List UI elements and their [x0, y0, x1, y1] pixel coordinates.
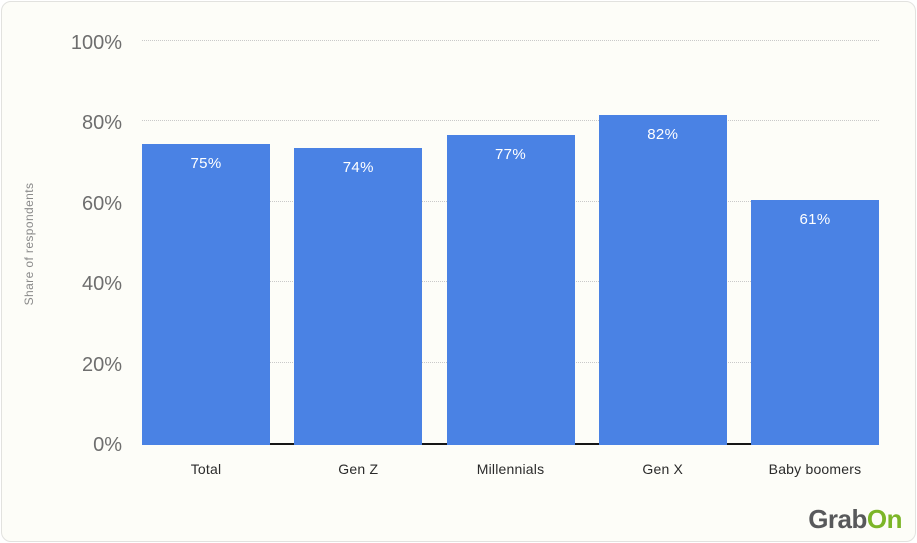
bar-baby-boomers: 61%	[751, 199, 879, 445]
x-axis-label-baby-boomers: Baby boomers	[768, 461, 862, 477]
logo-text-on: On	[866, 504, 903, 534]
x-axis: Total Gen Z Millennials Gen X Baby boomers	[142, 461, 879, 477]
y-tick-label: 20%	[81, 353, 122, 376]
gridline	[142, 40, 879, 41]
y-tick-label: 100%	[70, 32, 122, 54]
y-tick-label: 0%	[93, 434, 122, 456]
grabon-logo[interactable]: GrabOn	[808, 506, 902, 532]
bar-millennials: 77%	[446, 135, 575, 445]
bar-gen-z: 74%	[294, 147, 423, 445]
y-tick-label: 60%	[81, 192, 122, 215]
bar-gen-x: 82%	[598, 115, 727, 445]
gridline	[142, 120, 879, 122]
bar-total: 75%	[142, 143, 270, 445]
bar-value-label: 74%	[342, 158, 374, 176]
x-axis-label-total: Total	[190, 461, 222, 477]
y-tick-label: 40%	[81, 273, 122, 296]
x-axis-label-gen-x: Gen X	[642, 461, 684, 477]
x-axis-label-gen-z: Gen Z	[338, 461, 379, 477]
bar-value-label: 61%	[799, 210, 831, 228]
y-tick-label: 80%	[81, 112, 122, 135]
x-axis-label-millennials: Millennials	[476, 461, 545, 477]
bar-value-label: 75%	[190, 154, 222, 172]
bar-series: 75% 74% 77% 82% 61%	[142, 43, 879, 445]
logo-text-grab: Grab	[808, 504, 867, 534]
bar-value-label: 82%	[647, 126, 679, 144]
y-axis: 0% 20% 40% 60% 80% 100%	[2, 2, 124, 541]
bar-value-label: 77%	[495, 146, 526, 164]
